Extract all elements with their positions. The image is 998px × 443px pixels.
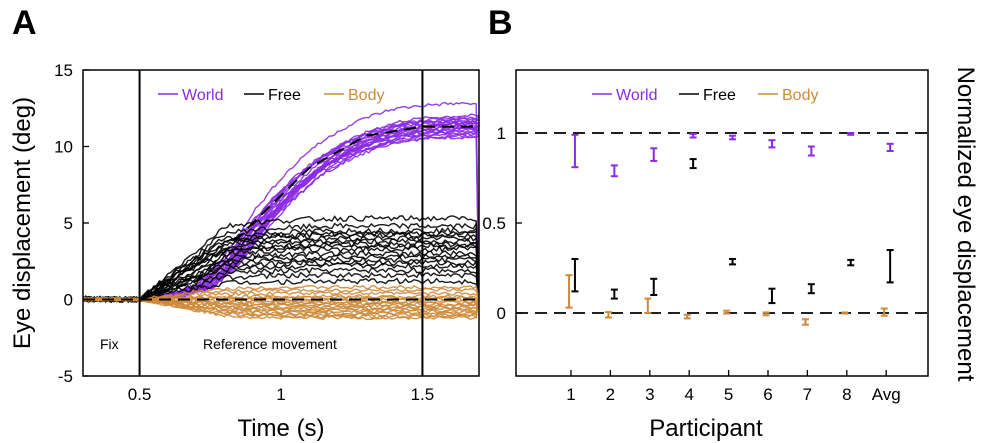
- panel-b-x-tick-label: 6: [763, 385, 772, 404]
- panel-b-y-tick-label: 1: [497, 124, 506, 143]
- panel-a-trace-free: [83, 262, 479, 303]
- panel-a-legend-world: World: [182, 87, 224, 104]
- panel-a-trace-body: [83, 297, 479, 321]
- panel-a-y-axis-label: Eye displacement (deg): [9, 97, 36, 349]
- panel-a-y-tick-label: 15: [54, 61, 73, 80]
- panel-b-y-axis-label-line1: Normalized eye displacement: [952, 67, 979, 382]
- panel-b-errorbar-world: [729, 134, 737, 141]
- panel-b-errorbar-free: [729, 258, 737, 266]
- panel-a-annotation-fix: Fix: [100, 336, 119, 352]
- panel-b-errorbar-world: [847, 132, 855, 136]
- panel-b-x-tick-label: 5: [724, 385, 733, 404]
- panel-b-errorbar-free: [610, 288, 618, 300]
- panel-b-x-tick-label: 1: [566, 385, 575, 404]
- panel-b-errorbar-free: [886, 249, 894, 284]
- panel-b-x-tick-label: 8: [842, 385, 851, 404]
- panel-b-errorbar-body: [801, 318, 809, 326]
- panel-b-errorbar-world: [571, 133, 579, 169]
- panel-b-errorbar-body: [880, 307, 888, 317]
- panel-a-x-tick-label: 0.5: [128, 385, 152, 404]
- panel-a-y-tick-label: 5: [64, 214, 73, 233]
- panel-b-errorbar-body: [644, 297, 652, 314]
- panel-b-errorbar-free: [847, 258, 855, 267]
- panel-b-legend-world: World: [616, 87, 658, 104]
- panel-b-errorbar-body: [565, 274, 573, 309]
- panel-b-x-tick-label: 2: [606, 385, 615, 404]
- panel-b-errorbar-body: [723, 309, 731, 315]
- panel-b-x-axis-label: Participant: [649, 415, 763, 442]
- panel-a-legend-body: Body: [348, 87, 384, 104]
- panel-a-letter: A: [12, 4, 37, 42]
- panel-a-axes-box: [82, 69, 480, 377]
- panel-a-dashed-reference: [83, 125, 479, 301]
- panel-a-x-tick-label: 1.5: [411, 385, 435, 404]
- panel-b-errorbar-free: [807, 283, 815, 295]
- panel-b-errorbar-world: [650, 147, 658, 162]
- panel-b-errorbar-body: [762, 311, 770, 317]
- panel-a-trace-world: [83, 119, 479, 303]
- panel-b-errorbar-world: [689, 132, 697, 139]
- panel-b-y-tick-label: 0: [497, 304, 506, 323]
- panel-a-annotation-reference-movement: Reference movement: [203, 336, 337, 352]
- panel-a-trace-free: [83, 237, 479, 303]
- panel-b-x-tick-label: 3: [645, 385, 654, 404]
- panel-b-errorbar-free: [689, 158, 697, 170]
- panel-a-trace-world: [83, 121, 479, 302]
- panel-b-errorbar-world: [768, 139, 776, 149]
- panel-a-y-tick-label: 0: [64, 291, 73, 310]
- panel-b-chart: Participant Normalized eye displacement …: [482, 67, 979, 442]
- panel-b-x-tick-label: Avg: [872, 385, 901, 404]
- panel-a-trace-world: [83, 134, 479, 302]
- panel-b-legend-body: Body: [782, 87, 818, 104]
- panel-a-chart: Time (s) Eye displacement (deg) World Fr…: [9, 61, 480, 442]
- panel-b-errorbar-free: [650, 277, 658, 296]
- panel-a-trace-free: [83, 250, 479, 303]
- panel-a-x-axis-label: Time (s): [237, 415, 324, 442]
- panel-b-errorbar-free: [571, 258, 579, 293]
- panel-b-y-axis-label: Normalized eye displacement: [952, 67, 979, 382]
- panel-b-letter: B: [488, 4, 513, 42]
- panel-b-errorbar-world: [807, 145, 815, 157]
- panel-b-legend-free: Free: [703, 87, 736, 104]
- panel-a-legend-free: Free: [268, 87, 301, 104]
- panel-b-errorbar-world: [610, 164, 618, 178]
- panel-a-x-tick-label: 1: [276, 385, 285, 404]
- panel-a-trace-world: [83, 133, 479, 302]
- panel-b-x-tick-label: 4: [684, 385, 693, 404]
- panel-a-traces: [83, 101, 479, 321]
- panel-b-x-tick-label: 7: [803, 385, 812, 404]
- panel-b-errorbar-body: [683, 313, 691, 320]
- panel-b-errorbar-world: [886, 142, 894, 152]
- panel-a-y-tick-label: -5: [58, 367, 73, 386]
- panel-b-errorbar-body: [604, 311, 612, 319]
- panel-a-trace-world: [83, 132, 479, 303]
- panel-b-axes-box: [515, 69, 929, 377]
- panel-b-errorbar-body: [841, 311, 849, 315]
- panel-b-errorbar-free: [768, 287, 776, 305]
- panel-b-y-tick-label: 0.5: [482, 214, 506, 233]
- panel-a-y-tick-label: 10: [54, 138, 73, 157]
